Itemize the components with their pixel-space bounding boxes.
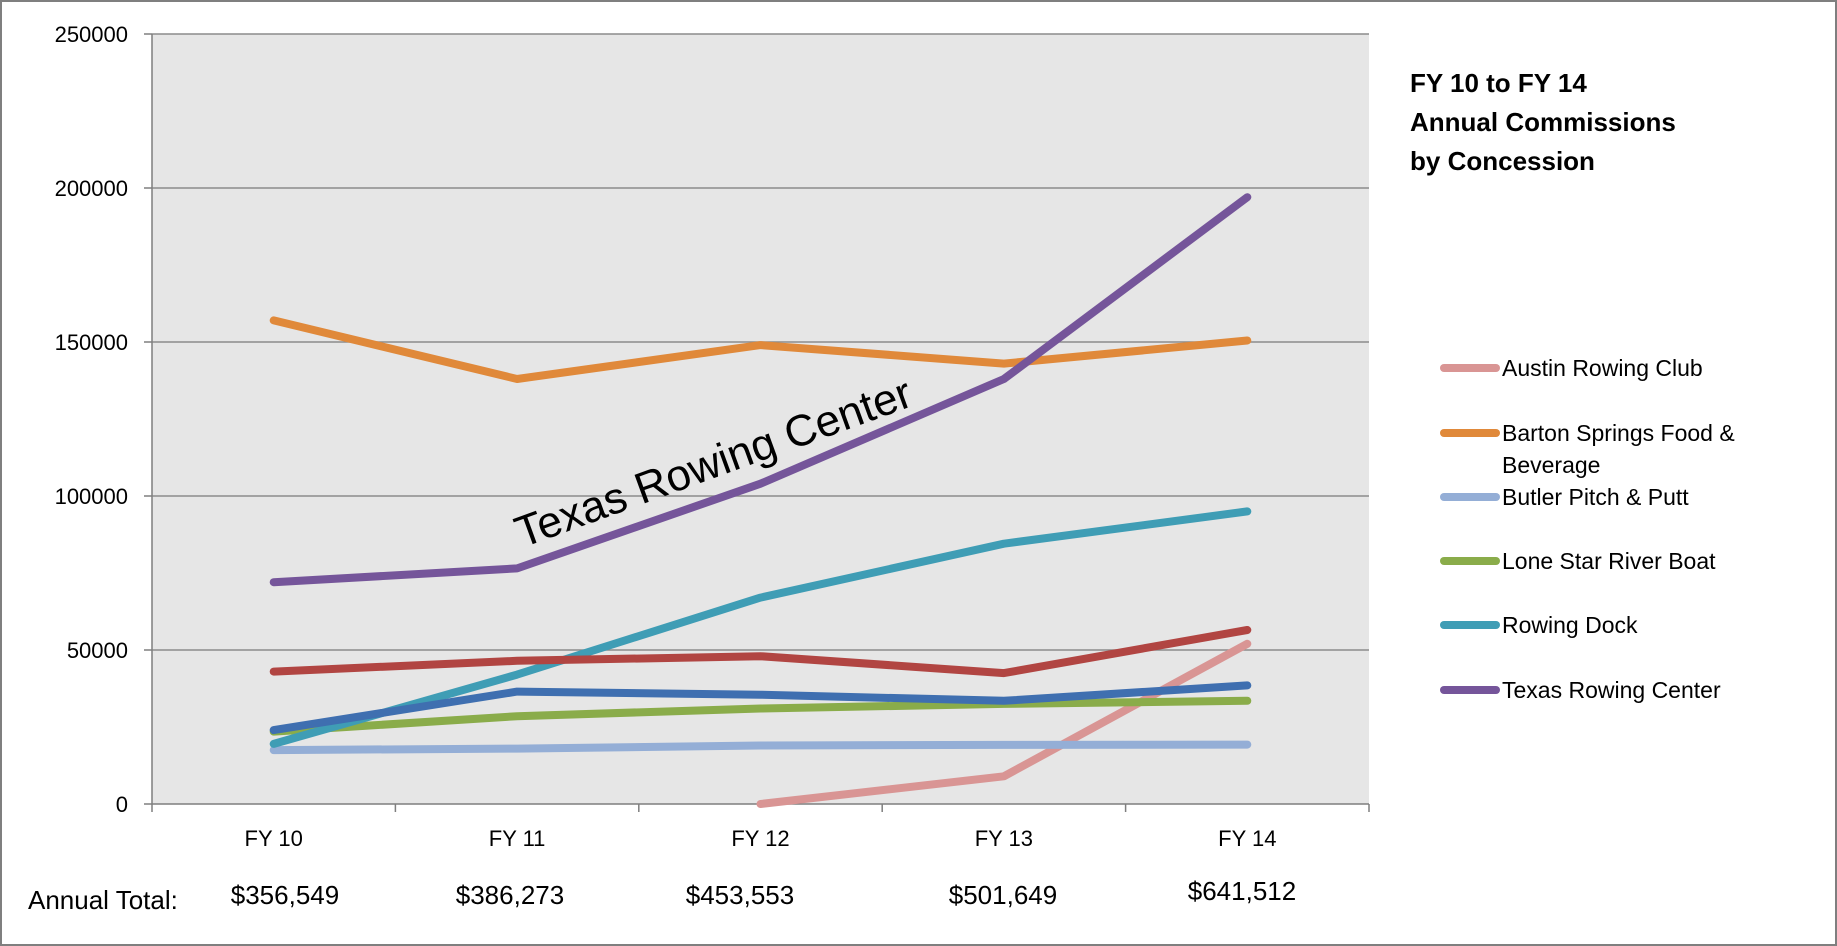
y-tick-label: 100000 bbox=[55, 484, 128, 509]
y-tick-label: 50000 bbox=[67, 638, 128, 663]
chart-title-line: Annual Commissions bbox=[1410, 107, 1676, 137]
y-tick-label: 200000 bbox=[55, 176, 128, 201]
series-line bbox=[269, 507, 1252, 748]
x-tick-label: FY 14 bbox=[1218, 826, 1276, 851]
legend-label: Lone Star River Boat bbox=[1502, 548, 1716, 574]
annual-total-value: $641,512 bbox=[1188, 876, 1296, 906]
chart-title-line: FY 10 to FY 14 bbox=[1410, 68, 1587, 98]
x-tick-label: FY 12 bbox=[731, 826, 789, 851]
annual-total-value: $453,553 bbox=[686, 880, 794, 910]
annual-total-label: Annual Total: bbox=[28, 885, 178, 915]
y-tick-label: 250000 bbox=[55, 22, 128, 47]
annual-total-value: $501,649 bbox=[949, 880, 1057, 910]
legend-label: Rowing Dock bbox=[1502, 612, 1638, 638]
series-line bbox=[269, 696, 1252, 736]
annual-total-value: $356,549 bbox=[231, 880, 339, 910]
legend-label: Barton Springs Food & Beverage bbox=[1502, 420, 1735, 478]
legend-label: Butler Pitch & Putt bbox=[1502, 484, 1689, 510]
legend-label: Austin Rowing Club bbox=[1502, 355, 1703, 381]
series-lines bbox=[269, 193, 1252, 808]
y-tick-label: 0 bbox=[116, 792, 128, 817]
series-line bbox=[269, 626, 1252, 678]
legend-label: Texas Rowing Center bbox=[1502, 677, 1721, 703]
chart-title-line: by Concession bbox=[1410, 146, 1595, 176]
x-tick-label: FY 10 bbox=[245, 826, 303, 851]
series-line bbox=[269, 740, 1252, 755]
series-line bbox=[269, 681, 1252, 735]
annual-total-value: $386,273 bbox=[456, 880, 564, 910]
series-line bbox=[269, 193, 1252, 587]
plot-area bbox=[152, 34, 1369, 804]
y-tick-label: 150000 bbox=[55, 330, 128, 355]
x-tick-label: FY 13 bbox=[975, 826, 1033, 851]
x-tick-label: FY 11 bbox=[489, 826, 546, 851]
series-line bbox=[269, 316, 1252, 383]
